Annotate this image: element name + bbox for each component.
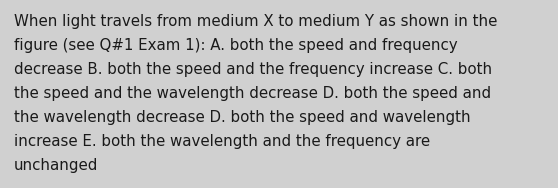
Text: unchanged: unchanged (14, 158, 98, 173)
Text: When light travels from medium X to medium Y as shown in the: When light travels from medium X to medi… (14, 14, 497, 29)
Text: the wavelength decrease D. both the speed and wavelength: the wavelength decrease D. both the spee… (14, 110, 470, 125)
Text: increase E. both the wavelength and the frequency are: increase E. both the wavelength and the … (14, 134, 430, 149)
Text: decrease B. both the speed and the frequency increase C. both: decrease B. both the speed and the frequ… (14, 62, 492, 77)
Text: figure (see Q#1 Exam 1): A. both the speed and frequency: figure (see Q#1 Exam 1): A. both the spe… (14, 38, 458, 53)
Text: the speed and the wavelength decrease D. both the speed and: the speed and the wavelength decrease D.… (14, 86, 491, 101)
